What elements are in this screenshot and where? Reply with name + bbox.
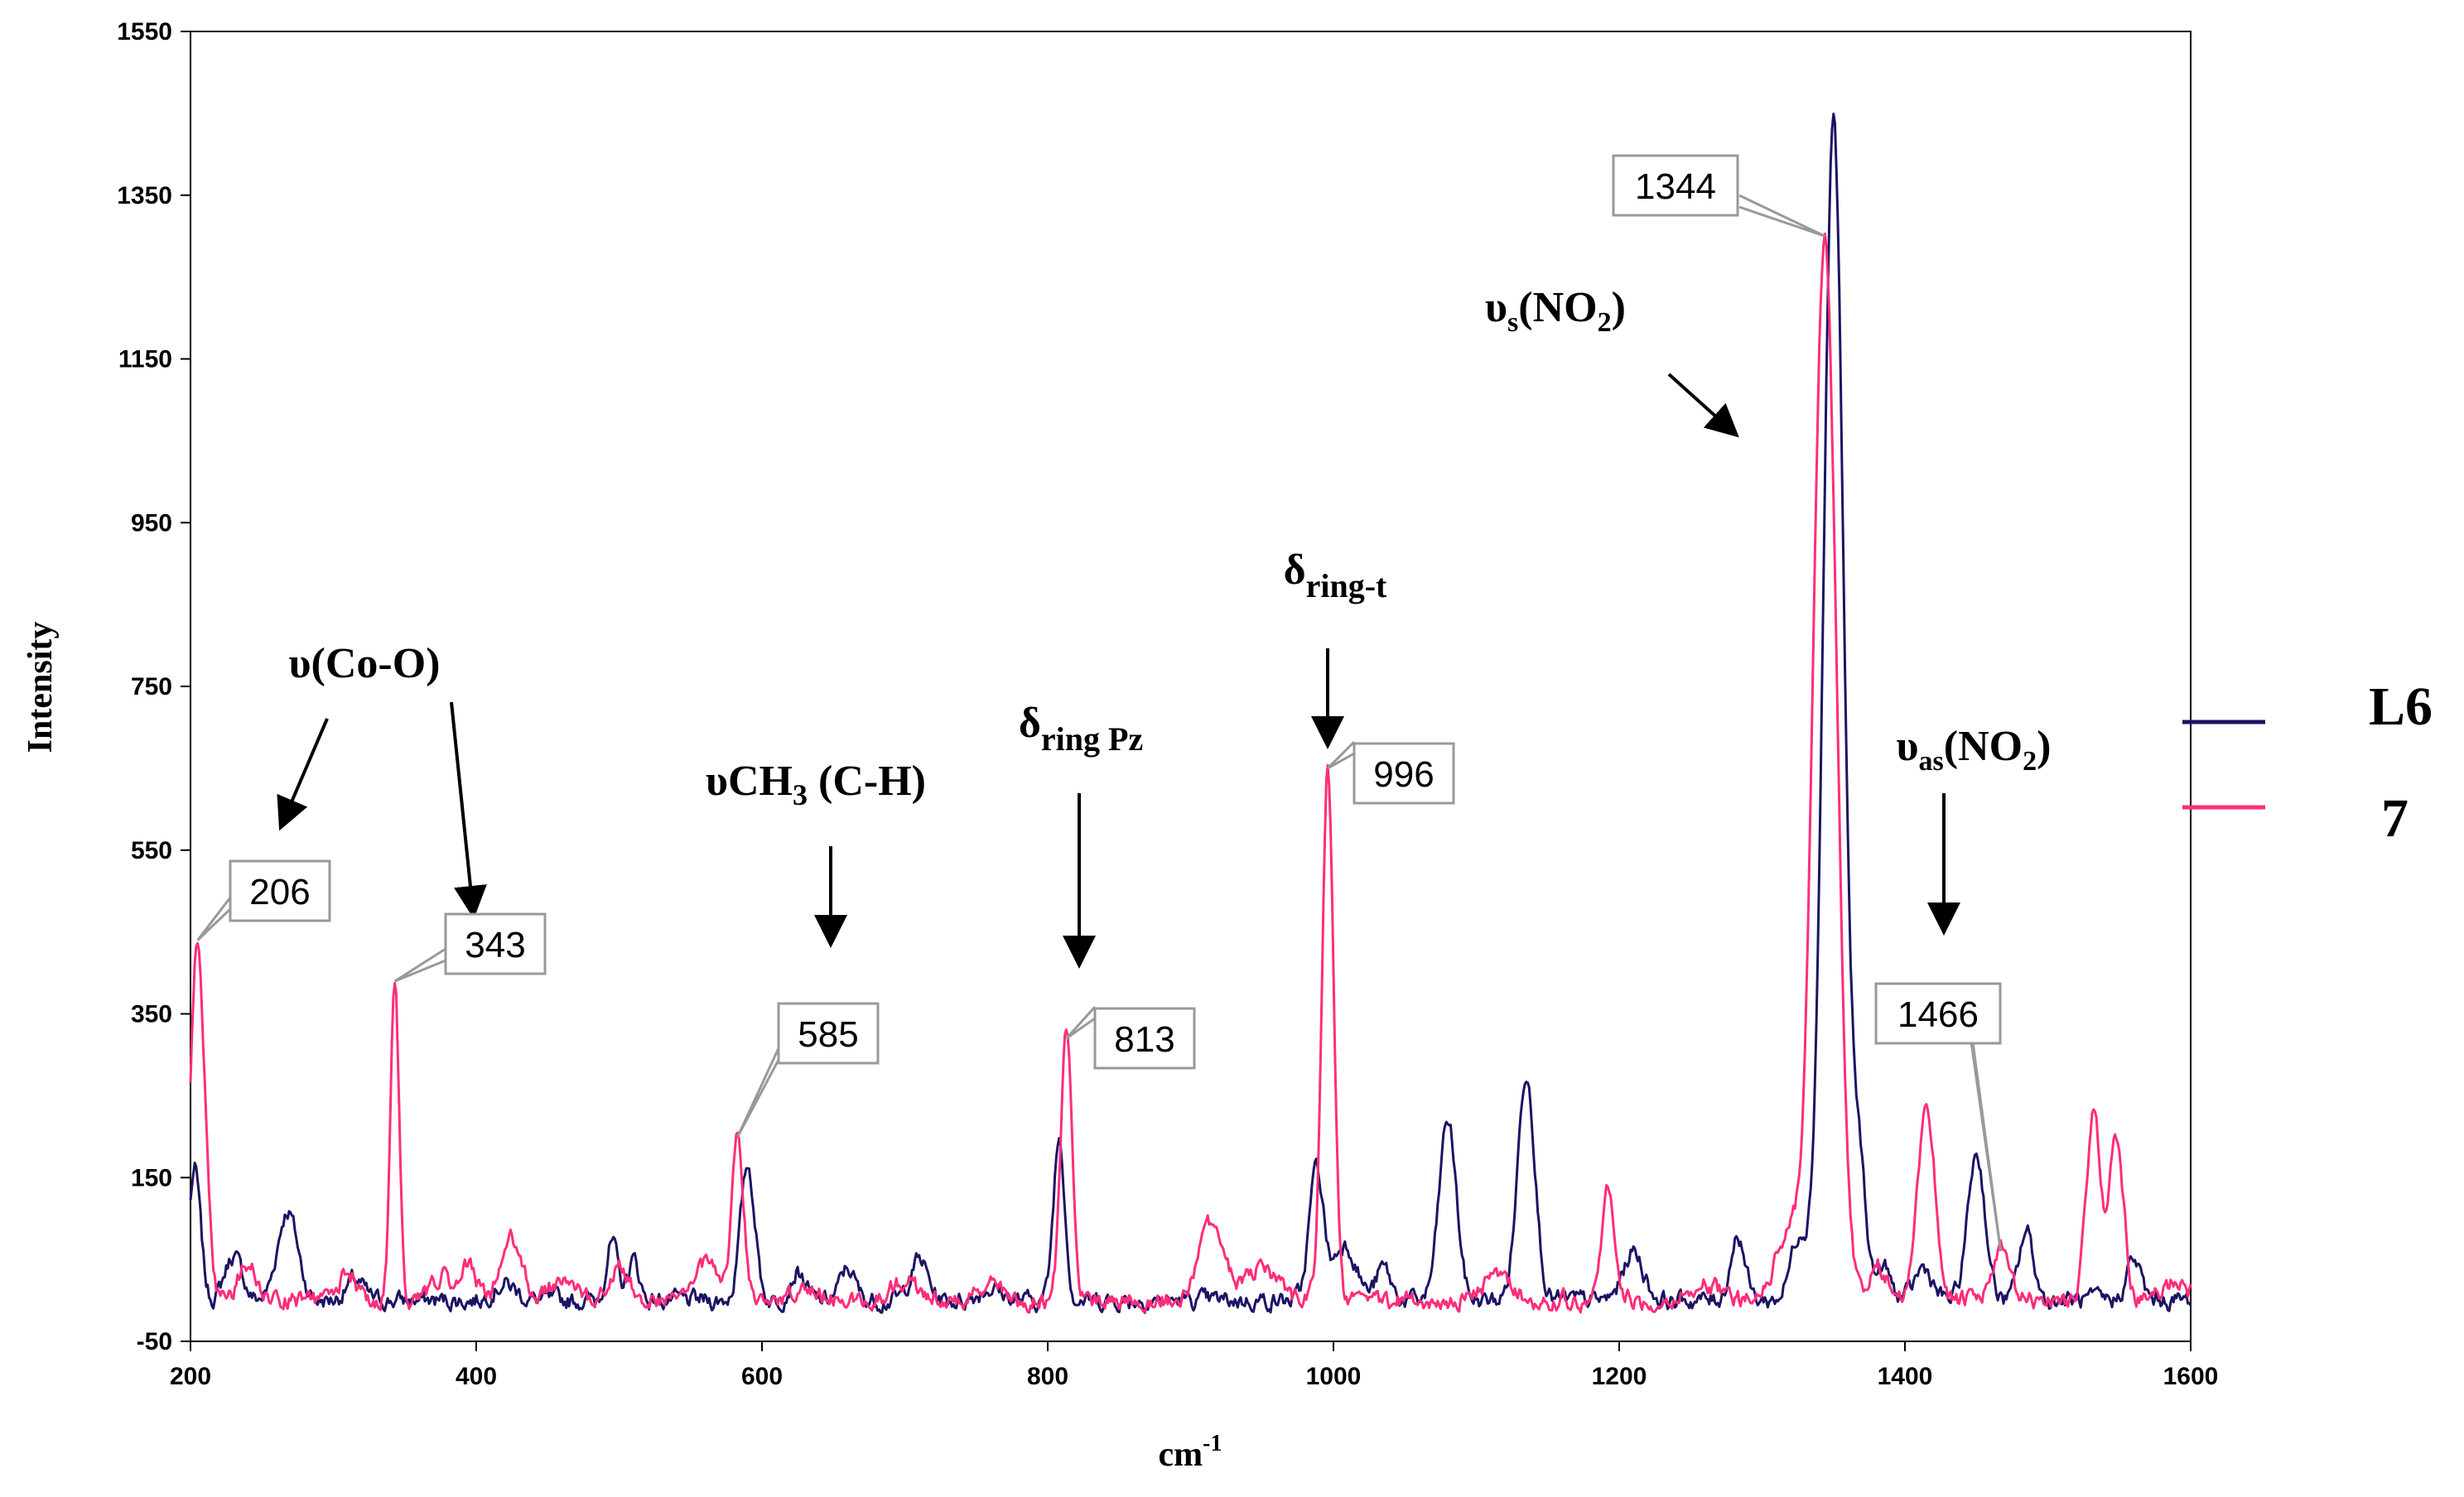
annotation-ch3: υCH3 (C-H) <box>706 758 926 811</box>
x-tick-label: 1400 <box>1878 1363 1933 1390</box>
legend-label-l6: L6 <box>2369 676 2433 737</box>
callout-585-leader <box>736 1047 780 1138</box>
legend: L6 7 <box>2182 676 2433 849</box>
callout-206-leader <box>196 897 232 941</box>
callout-1466-leader <box>1970 1029 2003 1252</box>
callout-813-label: 813 <box>1114 1019 1174 1060</box>
callout-1466-label: 1466 <box>1897 994 1979 1035</box>
x-tick-label: 600 <box>741 1363 783 1390</box>
series-lines <box>189 113 2192 1314</box>
callout-343-box <box>444 912 547 975</box>
callout-206-box <box>229 859 331 922</box>
y-tick-label: 1150 <box>118 346 172 373</box>
x-tick-label: 1600 <box>2163 1363 2219 1390</box>
callout-813-leader <box>1065 1005 1097 1040</box>
y-tick-label: 350 <box>131 1001 172 1028</box>
callout-343-label: 343 <box>465 925 525 965</box>
callout-1466: 1466 <box>1874 982 2003 1252</box>
x-axis-title: cm-1 <box>1159 1431 1222 1474</box>
x-tick-label: 200 <box>170 1363 211 1390</box>
peak-callouts: 206 343 585 813 996 1344 <box>196 154 2003 1252</box>
y-axis: -50 150 350 550 750 950 1150 1350 1550 <box>117 18 190 1355</box>
annotation-ring-t: δring-t <box>1284 546 1387 604</box>
x-tick-label: 400 <box>456 1363 497 1390</box>
callout-1344: 1344 <box>1612 154 1826 238</box>
x-tick-label: 1000 <box>1306 1363 1362 1390</box>
callout-1344-label: 1344 <box>1635 166 1716 207</box>
y-tick-label: 1350 <box>117 182 172 209</box>
callout-996: 996 <box>1327 740 1455 805</box>
callout-1466-box <box>1874 982 2002 1045</box>
series-line-7 <box>189 232 2192 1314</box>
x-tick-label: 800 <box>1027 1363 1068 1390</box>
callout-585: 585 <box>736 1002 880 1138</box>
callout-1344-box <box>1612 154 1739 217</box>
callout-585-box <box>777 1002 880 1065</box>
callout-206: 206 <box>196 859 331 941</box>
callout-813-box <box>1093 1007 1196 1070</box>
callout-996-label: 996 <box>1373 754 1434 795</box>
legend-label-7: 7 <box>2381 788 2409 849</box>
x-axis: 200 400 600 800 1000 1200 1400 1600 <box>170 1341 2218 1390</box>
callout-813: 813 <box>1065 1005 1196 1070</box>
arrow-co-o-left <box>277 718 329 831</box>
y-tick-label: 150 <box>131 1164 172 1191</box>
y-axis-title: Intensity <box>22 622 60 753</box>
callout-343: 343 <box>393 912 547 983</box>
y-tick-label: 750 <box>131 673 172 700</box>
annotations: υ(Co-O) υCH3 (C-H) δring Pz δring-t υs(N… <box>277 284 2052 969</box>
callout-343-leader <box>393 947 446 983</box>
callout-996-box <box>1353 742 1455 805</box>
arrow-co-o-right <box>450 701 487 919</box>
arrow-nu-s-no2 <box>1667 373 1739 438</box>
series-line-l6 <box>189 113 2192 1314</box>
y-tick-label: -50 <box>137 1328 172 1355</box>
y-tick-label: 950 <box>131 509 172 537</box>
annotation-ring-pz: δring Pz <box>1019 700 1143 758</box>
callout-996-leader <box>1327 740 1356 770</box>
annotation-nu-as-no2: υas(NO2) <box>1897 723 2052 777</box>
x-tick-label: 1200 <box>1592 1363 1647 1390</box>
callout-206-label: 206 <box>249 872 310 912</box>
annotation-nu-s-no2: υs(NO2) <box>1485 284 1626 338</box>
annotation-co-o: υ(Co-O) <box>289 640 441 687</box>
callout-1344-leader <box>1738 194 1826 238</box>
callout-585-label: 585 <box>798 1014 858 1055</box>
y-tick-label: 1550 <box>117 18 172 46</box>
plot-frame <box>190 31 2192 1342</box>
y-tick-label: 550 <box>131 837 172 864</box>
